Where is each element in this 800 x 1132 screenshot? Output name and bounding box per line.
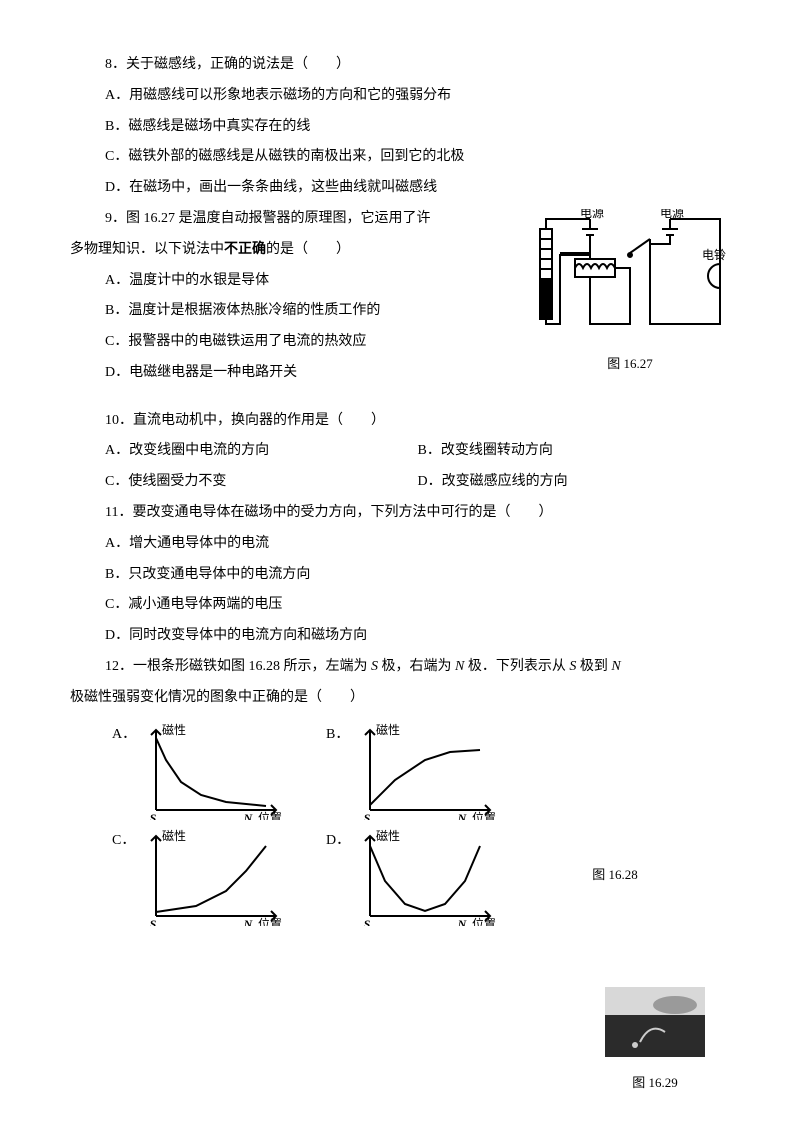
svg-text:N: N [457, 811, 468, 820]
q11-option-b: B．只改变通电导体中的电流方向 [70, 560, 730, 591]
q8-option-b: B．磁感线是磁场中真实存在的线 [70, 112, 730, 143]
q12-chart-a-block: A． 磁性 S N 位置 [112, 720, 286, 820]
q8-option-c: C．磁铁外部的磁感线是从磁铁的南极出来，回到它的北极 [70, 142, 730, 173]
svg-text:S: S [364, 811, 371, 820]
q12-chart-a: 磁性 S N 位置 [136, 720, 286, 820]
svg-text:S: S [364, 917, 371, 926]
q10-option-d: D．改变磁感应线的方向 [418, 467, 731, 498]
figure-16-27-caption: 图 16.27 [530, 350, 730, 379]
q12-N1: N [455, 659, 464, 674]
q8-stem: 8．关于磁感线，正确的说法是（ ） [70, 50, 730, 81]
figure-16-27: 电源 电源 电铃 图 16.27 [530, 209, 730, 378]
q12-label-c: C． [112, 826, 136, 857]
q10-stem: 10．直流电动机中，换向器的作用是（ ） [70, 406, 730, 437]
q12-stem-line2: 极磁性强弱变化情况的图象中正确的是（ ） [70, 683, 730, 714]
svg-text:位置: 位置 [258, 916, 282, 926]
q12-chart-b-block: B． 磁性 S N 位置 [326, 720, 500, 820]
svg-text:磁性: 磁性 [376, 828, 400, 843]
svg-text:磁性: 磁性 [162, 722, 186, 737]
svg-text:S: S [150, 811, 157, 820]
q11-option-c: C．减小通电导体两端的电压 [70, 590, 730, 621]
svg-text:位置: 位置 [472, 916, 496, 926]
q12-chart-d: 磁性 S N 位置 [350, 826, 500, 926]
q10-option-b: B．改变线圈转动方向 [418, 436, 731, 467]
q9-stem2-suffix: 的是（ ） [266, 242, 350, 257]
q12-stem-part-a: 12．一根条形磁铁如图 16.28 所示，左端为 [105, 659, 371, 674]
q12-label-d: D． [326, 826, 350, 857]
q12-charts-row1: A． 磁性 S N 位置 B． [70, 720, 730, 820]
q8-option-a: A．用磁感线可以形象地表示磁场的方向和它的强弱分布 [70, 81, 730, 112]
q11-stem: 11．要改变通电导体在磁场中的受力方向，下列方法中可行的是（ ） [70, 498, 730, 529]
q12-label-b: B． [326, 720, 350, 751]
q12-stem-line1: 12．一根条形磁铁如图 16.28 所示，左端为 S 极，右端为 N 极．下列表… [70, 652, 730, 683]
svg-text:电源: 电源 [660, 209, 684, 220]
q9-stem2-prefix: 多物理知识．以下说法中 [70, 242, 224, 257]
q10-option-a: A．改变线圈中电流的方向 [105, 436, 418, 467]
q12-chart-c: 磁性 S N 位置 [136, 826, 286, 926]
q12-chart-d-block: D． 磁性 S N 位置 [326, 826, 500, 926]
figure-16-29-caption: 图 16.29 [600, 1069, 710, 1098]
q11-option-d: D．同时改变导体中的电流方向和磁场方向 [70, 621, 730, 652]
q12-charts-row2: C． 磁性 S N 位置 D． [70, 826, 730, 926]
svg-text:位置: 位置 [258, 810, 282, 820]
q12-label-a: A． [112, 720, 136, 751]
svg-text:S: S [150, 917, 157, 926]
svg-text:磁性: 磁性 [376, 722, 400, 737]
svg-text:磁性: 磁性 [162, 828, 186, 843]
svg-text:N: N [457, 917, 468, 926]
photo-placeholder-icon [605, 987, 705, 1057]
q9-stem2-bold: 不正确 [224, 242, 266, 257]
q12-chart-c-block: C． 磁性 S N 位置 [112, 826, 286, 926]
svg-text:电铃: 电铃 [702, 247, 726, 262]
svg-text:电源: 电源 [580, 209, 604, 220]
q8-option-d: D．在磁场中，画出一条条曲线，这些曲线就叫磁感线 [70, 173, 730, 204]
svg-text:位置: 位置 [472, 810, 496, 820]
figure-16-29: 图 16.29 [600, 987, 710, 1098]
q10-option-c: C．使线圈受力不变 [105, 467, 418, 498]
q12-S1: S [371, 659, 378, 674]
q12-stem-part-c: 极．下列表示从 [464, 659, 569, 674]
figure-16-28-caption: 图 16.28 [540, 826, 690, 926]
q12-N2: N [611, 659, 620, 674]
q12-chart-b: 磁性 S N 位置 [350, 720, 500, 820]
svg-text:N: N [243, 917, 254, 926]
svg-text:N: N [243, 811, 254, 820]
q12-stem-part-d: 极到 [576, 659, 611, 674]
circuit-diagram-icon: 电源 电源 电铃 [530, 209, 730, 339]
q12-stem-part-b: 极，右端为 [378, 659, 455, 674]
q11-option-a: A．增大通电导体中的电流 [70, 529, 730, 560]
